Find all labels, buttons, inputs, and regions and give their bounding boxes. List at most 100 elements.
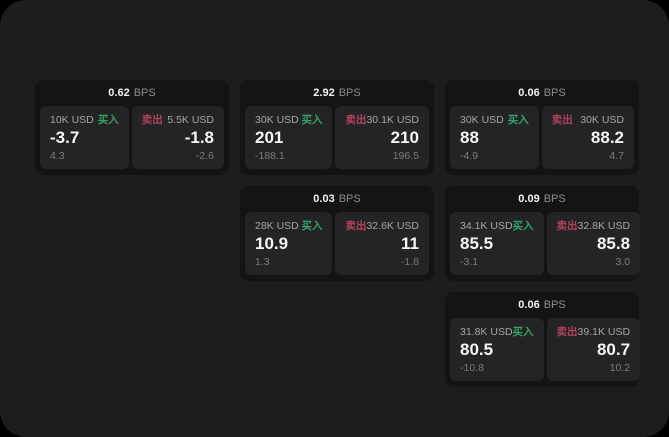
spread-unit: BPS bbox=[543, 87, 566, 99]
buy-top-row: 28K USD 买入 bbox=[255, 220, 322, 232]
sell-size: 30K USD bbox=[580, 114, 624, 126]
spread-header: 0.03 BPS bbox=[245, 186, 429, 212]
sell-size: 32.8K USD bbox=[577, 220, 631, 232]
buy-top-row: 31.8K USD 买入 bbox=[460, 326, 534, 338]
buy-label: 买入 bbox=[97, 114, 119, 126]
sell-size: 32.6K USD bbox=[366, 220, 419, 232]
quote-panels: 30K USD 买入 88 -4.9 卖出 30K USD 88.2 4.7 bbox=[450, 106, 634, 169]
sell-panel[interactable]: 卖出 39.1K USD 80.7 10.2 bbox=[546, 318, 641, 381]
spread-value: 0.03 bbox=[313, 193, 335, 205]
buy-top-row: 10K USD 买入 bbox=[50, 114, 119, 126]
sell-delta: -2.6 bbox=[195, 150, 214, 162]
sell-panel[interactable]: 卖出 5.5K USD -1.8 -2.6 bbox=[131, 106, 224, 169]
sell-label: 卖出 bbox=[141, 114, 163, 126]
sell-top-row: 卖出 5.5K USD bbox=[142, 114, 214, 126]
quote-panels: 34.1K USD 买入 85.5 -3.1 卖出 32.8K USD 85.8… bbox=[450, 212, 641, 275]
sell-price: 85.8 bbox=[596, 234, 631, 253]
quote-card: 2.92 BPS 30K USD 买入 201 -188.1 卖出 30.1K … bbox=[240, 80, 434, 175]
buy-price: 85.5 bbox=[460, 234, 494, 253]
buy-top-row: 30K USD 买入 bbox=[460, 114, 529, 126]
sell-label: 卖出 bbox=[345, 220, 367, 232]
buy-price: 201 bbox=[255, 128, 284, 147]
buy-label: 买入 bbox=[507, 114, 529, 126]
spread-value: 0.06 bbox=[518, 87, 540, 99]
buy-size: 10K USD bbox=[50, 114, 94, 126]
buy-panel[interactable]: 34.1K USD 买入 85.5 -3.1 bbox=[450, 212, 544, 275]
sell-delta: 4.7 bbox=[609, 150, 624, 162]
buy-panel[interactable]: 30K USD 买入 201 -188.1 bbox=[245, 106, 333, 169]
buy-delta: -10.8 bbox=[460, 362, 484, 374]
sell-top-row: 卖出 30.1K USD bbox=[345, 114, 419, 126]
spread-header: 2.92 BPS bbox=[245, 80, 429, 106]
quote-card: 0.09 BPS 34.1K USD 买入 85.5 -3.1 卖出 32.8K… bbox=[445, 186, 641, 281]
buy-delta: 1.3 bbox=[255, 256, 270, 268]
sell-delta: 3.0 bbox=[615, 256, 631, 268]
buy-panel[interactable]: 31.8K USD 买入 80.5 -10.8 bbox=[450, 318, 544, 381]
sell-label: 卖出 bbox=[345, 114, 367, 126]
sell-size: 30.1K USD bbox=[366, 114, 419, 126]
buy-price: 88 bbox=[460, 128, 479, 147]
sell-delta: 10.2 bbox=[609, 362, 631, 374]
buy-label: 买入 bbox=[301, 114, 323, 126]
buy-panel[interactable]: 10K USD 买入 -3.7 4.3 bbox=[40, 106, 129, 169]
buy-size: 28K USD bbox=[255, 220, 299, 232]
quote-card: 0.03 BPS 28K USD 买入 10.9 1.3 卖出 32.6K US… bbox=[240, 186, 434, 281]
spread-unit: BPS bbox=[133, 87, 156, 99]
quote-card: 0.06 BPS 31.8K USD 买入 80.5 -10.8 卖出 39.1… bbox=[445, 292, 641, 387]
buy-label: 买入 bbox=[512, 220, 534, 232]
quote-panels: 10K USD 买入 -3.7 4.3 卖出 5.5K USD -1.8 -2.… bbox=[40, 106, 224, 169]
buy-size: 30K USD bbox=[255, 114, 299, 126]
sell-panel[interactable]: 卖出 30.1K USD 210 196.5 bbox=[335, 106, 429, 169]
sell-label: 卖出 bbox=[556, 220, 578, 232]
buy-delta: 4.3 bbox=[50, 150, 65, 162]
buy-size: 34.1K USD bbox=[460, 220, 513, 232]
quote-card: 0.06 BPS 30K USD 买入 88 -4.9 卖出 30K USD bbox=[445, 80, 639, 175]
spread-header: 0.62 BPS bbox=[40, 80, 224, 106]
buy-panel[interactable]: 28K USD 买入 10.9 1.3 bbox=[245, 212, 333, 275]
spread-value: 2.92 bbox=[313, 87, 335, 99]
sell-top-row: 卖出 30K USD bbox=[552, 114, 624, 126]
quote-panels: 28K USD 买入 10.9 1.3 卖出 32.6K USD 11 -1.8 bbox=[245, 212, 429, 275]
buy-label: 买入 bbox=[512, 326, 534, 338]
buy-price: -3.7 bbox=[50, 128, 80, 147]
sell-delta: -1.8 bbox=[400, 256, 419, 268]
spread-value: 0.06 bbox=[518, 299, 540, 311]
sell-top-row: 卖出 32.8K USD bbox=[557, 220, 631, 232]
spread-unit: BPS bbox=[543, 299, 566, 311]
sell-panel[interactable]: 卖出 32.6K USD 11 -1.8 bbox=[335, 212, 429, 275]
sell-label: 卖出 bbox=[551, 114, 573, 126]
buy-delta: -4.9 bbox=[460, 150, 479, 162]
sell-delta: 196.5 bbox=[392, 150, 419, 162]
buy-size: 31.8K USD bbox=[460, 326, 513, 338]
sell-size: 5.5K USD bbox=[167, 114, 214, 126]
sell-price: 210 bbox=[390, 128, 419, 147]
sell-label: 卖出 bbox=[556, 326, 578, 338]
spread-header: 0.06 BPS bbox=[450, 80, 634, 106]
sell-panel[interactable]: 卖出 30K USD 88.2 4.7 bbox=[541, 106, 634, 169]
buy-delta: -3.1 bbox=[460, 256, 479, 268]
buy-label: 买入 bbox=[301, 220, 323, 232]
sell-top-row: 卖出 32.6K USD bbox=[345, 220, 419, 232]
sell-panel[interactable]: 卖出 32.8K USD 85.8 3.0 bbox=[546, 212, 641, 275]
buy-delta: -188.1 bbox=[255, 150, 285, 162]
buy-top-row: 30K USD 买入 bbox=[255, 114, 322, 126]
buy-panel[interactable]: 30K USD 买入 88 -4.9 bbox=[450, 106, 539, 169]
spread-header: 0.06 BPS bbox=[450, 292, 634, 318]
buy-price: 10.9 bbox=[255, 234, 289, 253]
quote-card: 0.62 BPS 10K USD 买入 -3.7 4.3 卖出 5.5K USD bbox=[35, 80, 229, 175]
spread-value: 0.62 bbox=[108, 87, 130, 99]
sell-price: -1.8 bbox=[184, 128, 214, 147]
spread-unit: BPS bbox=[543, 193, 566, 205]
buy-size: 30K USD bbox=[460, 114, 504, 126]
quote-panels: 30K USD 买入 201 -188.1 卖出 30.1K USD 210 1… bbox=[245, 106, 429, 169]
spread-unit: BPS bbox=[338, 193, 361, 205]
spread-value: 0.09 bbox=[518, 193, 540, 205]
buy-top-row: 34.1K USD 买入 bbox=[460, 220, 534, 232]
sell-price: 88.2 bbox=[590, 128, 624, 147]
sell-price: 11 bbox=[401, 234, 419, 253]
sell-top-row: 卖出 39.1K USD bbox=[557, 326, 631, 338]
spread-header: 0.09 BPS bbox=[450, 186, 634, 212]
quote-grid: 0.62 BPS 10K USD 买入 -3.7 4.3 卖出 5.5K USD bbox=[35, 80, 641, 387]
spread-unit: BPS bbox=[338, 87, 361, 99]
